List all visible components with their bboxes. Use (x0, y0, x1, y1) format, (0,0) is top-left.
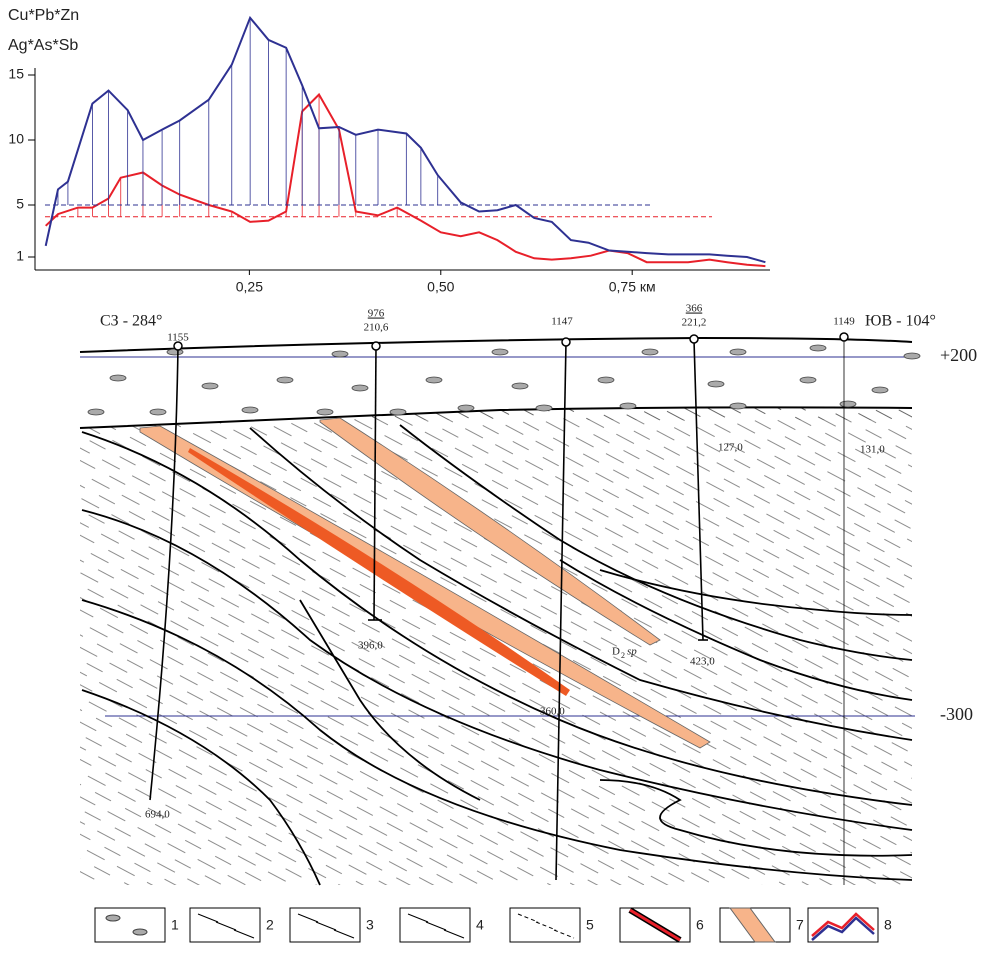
hole-depth: 360,0 (540, 706, 565, 718)
series-line (46, 18, 766, 262)
figure: Cu*Pb*Zn Ag*As*Sb (0, 0, 989, 977)
y-tick-label: 1 (16, 248, 24, 264)
hole-number: 1149 (833, 316, 855, 328)
x-tick-label: 0,25 (236, 279, 263, 295)
series-line (46, 95, 766, 267)
label: D (612, 646, 620, 658)
y-tick-label: 10 (8, 131, 24, 147)
legend-number: 6 (696, 917, 704, 933)
legend-box (290, 908, 360, 942)
legend-number: 5 (586, 917, 594, 933)
legend-symbol (133, 929, 147, 935)
legend-number: 8 (884, 917, 892, 933)
x-tick-label: 0,75 км (609, 279, 656, 295)
legend-number: 1 (171, 917, 179, 933)
label: 127,0 (718, 442, 743, 454)
legend-entry: Cu*Pb*Zn (8, 7, 79, 24)
legend-number: 7 (796, 917, 804, 933)
hole-collar: 221,2 (682, 317, 707, 329)
legend-number: 3 (366, 917, 374, 933)
legend-box (400, 908, 470, 942)
hole-collar: 210,6 (364, 322, 389, 334)
hole-depth: 423,0 (690, 656, 715, 668)
section-legend: 1 2 3 4 5 6 7 8 (95, 908, 892, 942)
legend-box (510, 908, 580, 942)
hole-number: 976 (368, 308, 385, 320)
level-label: -300 (940, 704, 973, 724)
collars (174, 333, 848, 350)
cross-section (80, 333, 920, 885)
legend-entry: Ag*As*Sb (8, 37, 78, 54)
legend-box (95, 908, 165, 942)
label: sp (627, 646, 637, 658)
y-tick-label: 15 (8, 66, 24, 82)
fill (80, 420, 912, 885)
y-tick-label: 5 (16, 196, 24, 212)
legend-box (190, 908, 260, 942)
legend-number: 4 (476, 917, 484, 933)
direction: СЗ - 284° (100, 313, 162, 330)
x-tick-label: 0,50 (427, 279, 454, 295)
hole-depth: 396,0 (358, 640, 383, 652)
level-label: +200 (940, 345, 977, 365)
page: {"chart_data": {"type": "line", "series"… (0, 0, 989, 977)
hole-number: 366 (686, 303, 703, 315)
hole-number: 1155 (167, 332, 189, 344)
pebbles (88, 345, 920, 415)
label: 131,0 (860, 444, 885, 456)
direction: ЮВ - 104° (865, 313, 936, 330)
label: 2 (621, 651, 625, 660)
legend-symbol (106, 915, 120, 921)
legend-number: 2 (266, 917, 274, 933)
hole-number: 1147 (551, 316, 573, 328)
hole-depth: 694,0 (145, 809, 170, 821)
